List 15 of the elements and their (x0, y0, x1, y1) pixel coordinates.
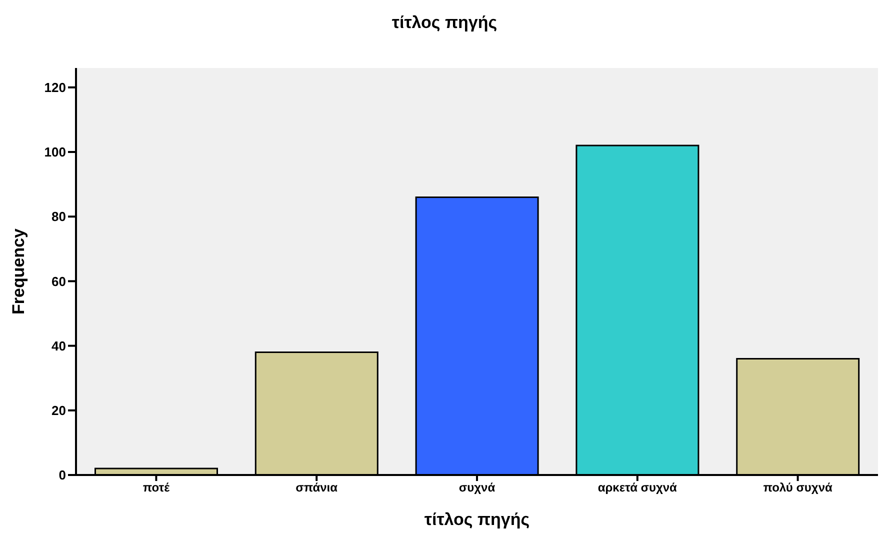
x-tick-label: πολύ συχνά (763, 480, 833, 495)
x-tick-label: αρκετά συχνά (598, 480, 678, 495)
chart-title: τίτλος πηγής (390, 12, 498, 34)
y-tick-label: 100 (44, 144, 66, 160)
x-tick-label: συχνά (458, 480, 496, 495)
y-tick-label: 60 (52, 274, 66, 289)
y-tick-label: 40 (52, 338, 66, 354)
y-tick-label: 80 (52, 209, 66, 224)
y-tick-label: 120 (44, 80, 66, 95)
y-tick-label: 20 (52, 403, 66, 418)
x-axis-title: τίτλος πηγής (424, 510, 530, 529)
x-tick-label: σπάνια (296, 480, 338, 495)
y-tick-label: 0 (58, 468, 66, 483)
x-tick-label: ποτέ (142, 480, 170, 495)
y-axis-title: Frequency (9, 228, 28, 314)
